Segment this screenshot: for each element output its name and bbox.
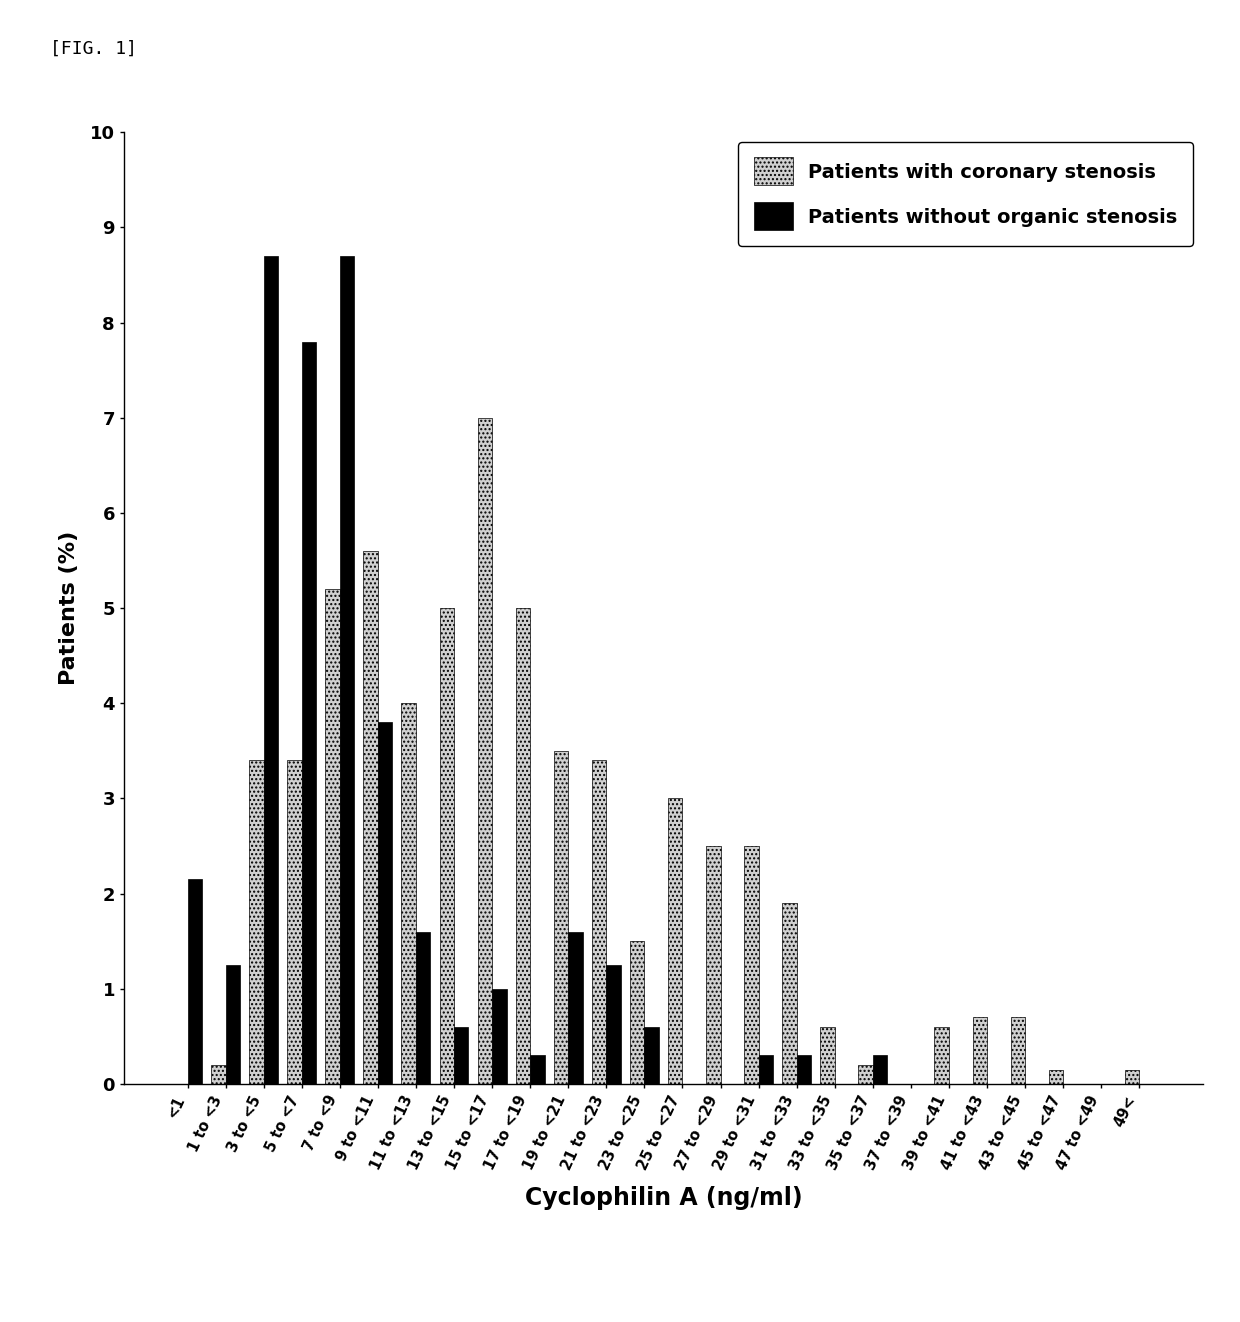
Legend: Patients with coronary stenosis, Patients without organic stenosis: Patients with coronary stenosis, Patient…	[738, 141, 1193, 246]
Bar	[796, 1055, 811, 1084]
Bar	[782, 903, 796, 1084]
Bar	[706, 846, 720, 1084]
Y-axis label: Patients (%): Patients (%)	[58, 531, 79, 685]
Bar	[668, 798, 682, 1084]
Bar	[645, 1027, 658, 1084]
Bar	[1049, 1069, 1063, 1084]
Bar	[340, 256, 355, 1084]
Bar	[264, 256, 278, 1084]
Text: [FIG. 1]: [FIG. 1]	[50, 40, 136, 58]
Bar	[554, 751, 568, 1084]
Bar	[226, 965, 241, 1084]
Bar	[211, 1066, 226, 1084]
Bar	[972, 1018, 987, 1084]
Bar	[935, 1027, 949, 1084]
Bar	[759, 1055, 773, 1084]
Bar	[531, 1055, 544, 1084]
Bar	[630, 941, 645, 1084]
Bar	[606, 965, 621, 1084]
Bar	[402, 703, 415, 1084]
Bar	[439, 608, 454, 1084]
X-axis label: Cyclophilin A (ng/ml): Cyclophilin A (ng/ml)	[525, 1186, 802, 1210]
Bar	[1125, 1069, 1140, 1084]
Bar	[325, 590, 340, 1084]
Bar	[568, 932, 583, 1084]
Bar	[873, 1055, 888, 1084]
Bar	[744, 846, 759, 1084]
Bar	[591, 760, 606, 1084]
Bar	[454, 1027, 469, 1084]
Bar	[363, 551, 378, 1084]
Bar	[187, 879, 202, 1084]
Bar	[378, 722, 392, 1084]
Bar	[477, 418, 492, 1084]
Bar	[516, 608, 531, 1084]
Bar	[820, 1027, 835, 1084]
Bar	[858, 1066, 873, 1084]
Bar	[288, 760, 301, 1084]
Bar	[249, 760, 264, 1084]
Bar	[301, 341, 316, 1084]
Bar	[492, 989, 507, 1084]
Bar	[1011, 1018, 1025, 1084]
Bar	[415, 932, 430, 1084]
